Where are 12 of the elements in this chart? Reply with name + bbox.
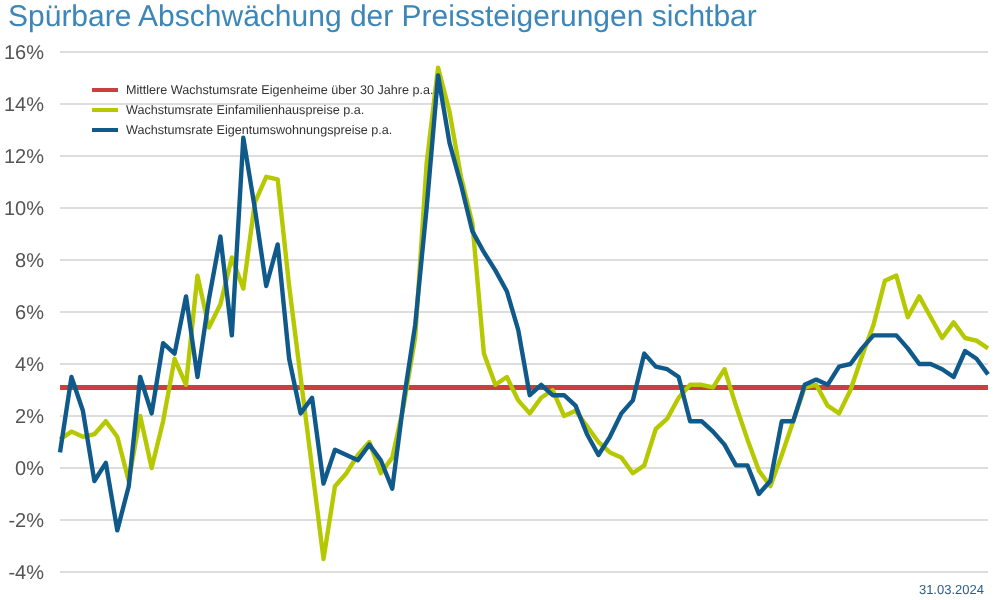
y-tick-label: -4% <box>8 563 45 586</box>
y-tick-label: 14% <box>3 95 45 118</box>
y-tick-label: 4% <box>15 355 45 378</box>
y-tick-label: 2% <box>15 407 45 430</box>
y-tick-label: 8% <box>15 251 45 274</box>
y-tick-label: 16% <box>3 43 45 66</box>
chart-title: Spürbare Abschwächung der Preissteigerungen sichtbar <box>8 0 757 34</box>
y-tick-label: 10% <box>3 199 45 222</box>
y-tick-label: 6% <box>15 303 45 326</box>
y-tick-label: 0% <box>15 459 45 482</box>
y-tick-label: 12% <box>3 147 45 170</box>
y-tick-label: -2% <box>8 511 45 534</box>
